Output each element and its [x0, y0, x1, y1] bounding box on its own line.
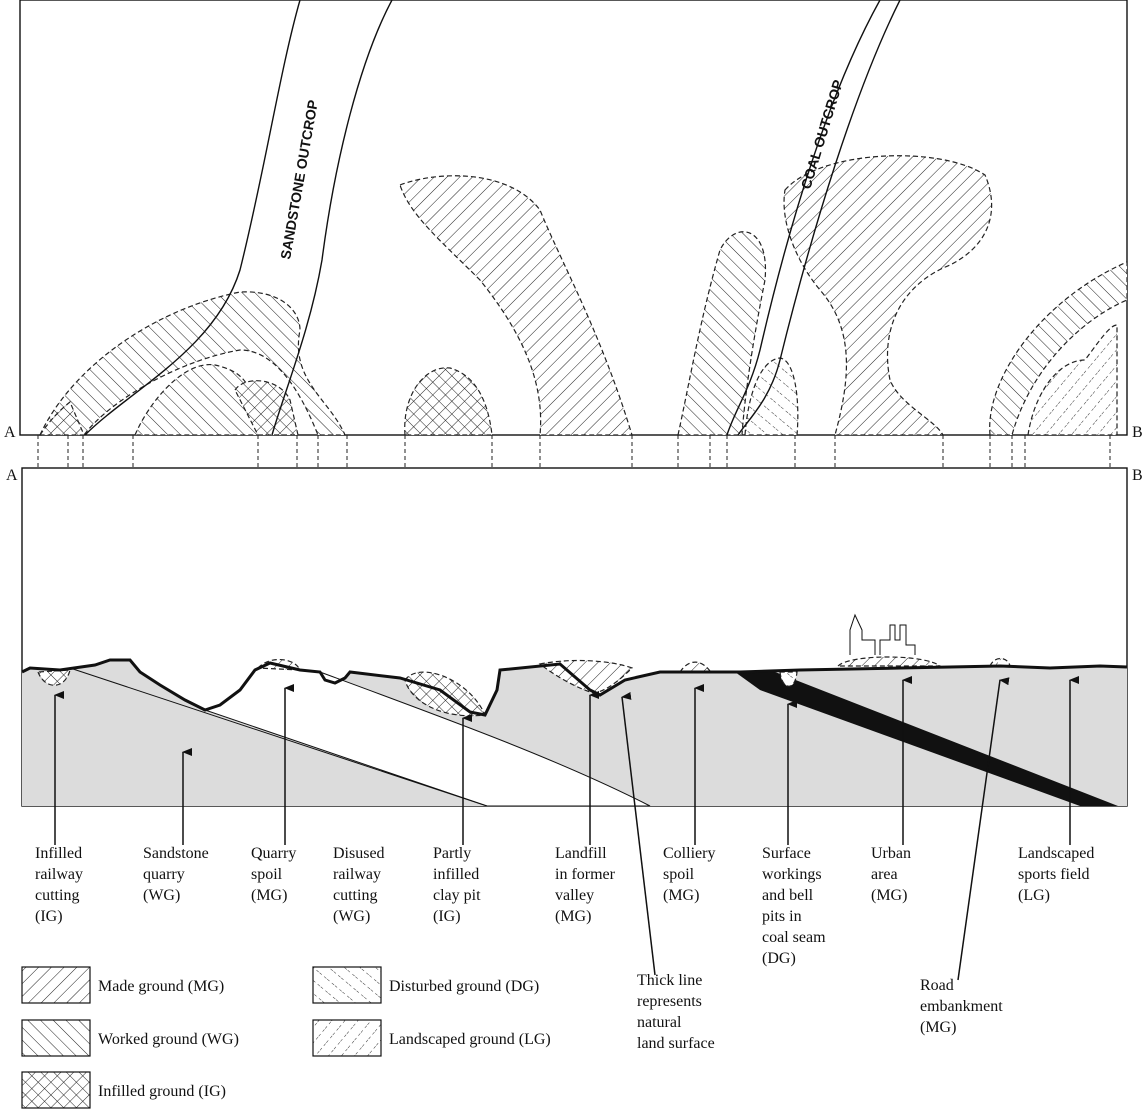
- annotation-text: clay pit: [433, 887, 481, 904]
- annotation-text: land surface: [637, 1035, 715, 1052]
- annotation-text: in former: [555, 866, 616, 883]
- annotation-text: Surface: [762, 845, 811, 862]
- annotation-text: Infilled: [35, 845, 82, 862]
- legend-swatch: [22, 1020, 90, 1056]
- annotation-text: cutting: [35, 887, 79, 904]
- legend-label: Worked ground (WG): [98, 1031, 239, 1048]
- annotation-text: (IG): [433, 908, 461, 925]
- legend-label: Infilled ground (IG): [98, 1083, 226, 1100]
- plan-map: SANDSTONE OUTCROP COAL OUTCROP A B: [4, 0, 1143, 441]
- annotation-text: spoil: [663, 866, 695, 883]
- cross-section: A B: [6, 467, 1143, 806]
- annotation-text: represents: [637, 993, 702, 1010]
- annotation-text: Road: [920, 977, 954, 994]
- annotation-text: Landscaped: [1018, 845, 1094, 862]
- legend-swatch: [22, 1072, 90, 1108]
- annotation-text: coal seam: [762, 929, 826, 946]
- legend: Made ground (MG) Worked ground (WG) Infill…: [22, 967, 551, 1108]
- annotation-text: (MG): [663, 887, 699, 904]
- annotation-text: Thick line: [637, 972, 702, 989]
- legend-swatch: [313, 1020, 381, 1056]
- annotation-text: Colliery: [663, 845, 715, 862]
- annotation-text: sports field: [1018, 866, 1090, 883]
- section-end-label: A: [6, 467, 18, 484]
- annotation-text: Urban: [871, 845, 911, 862]
- annotation-text: (MG): [871, 887, 907, 904]
- diagram: SANDSTONE OUTCROP COAL OUTCROP A B A B I…: [0, 0, 1147, 1110]
- annotation-text: infilled: [433, 866, 479, 883]
- annotation-text: Disused: [333, 845, 385, 862]
- annotation-text: railway: [333, 866, 381, 883]
- section-end-label: B: [1132, 424, 1143, 441]
- annotation-text: (IG): [35, 908, 63, 925]
- annotation-text: (DG): [762, 950, 796, 967]
- annotation-text: (MG): [555, 908, 591, 925]
- annotation-text: natural: [637, 1014, 682, 1031]
- annotation-text: (WG): [333, 908, 370, 925]
- annotation-text: workings: [762, 866, 822, 883]
- annotation-text: cutting: [333, 887, 377, 904]
- annotation-text: embankment: [920, 998, 1003, 1015]
- annotation-text: Landfill: [555, 845, 607, 862]
- annotation-text: (MG): [251, 887, 287, 904]
- annotation-text: spoil: [251, 866, 283, 883]
- annotation-text: (MG): [920, 1019, 956, 1036]
- annotation-text: quarry: [143, 866, 185, 883]
- legend-label: Made ground (MG): [98, 978, 224, 995]
- annotation-text: area: [871, 866, 898, 883]
- legend-label: Disturbed ground (DG): [389, 978, 539, 995]
- section-end-label: B: [1132, 467, 1143, 484]
- annotation-text: Sandstone: [143, 845, 209, 862]
- annotation-text: (LG): [1018, 887, 1050, 904]
- annotation-text: Partly: [433, 845, 471, 862]
- annotation-text: valley: [555, 887, 594, 904]
- annotation-text: railway: [35, 866, 83, 883]
- legend-swatch: [22, 967, 90, 1003]
- legend-swatch: [313, 967, 381, 1003]
- annotation-text: (WG): [143, 887, 180, 904]
- section-end-label: A: [4, 424, 16, 441]
- annotation-text: and bell: [762, 887, 814, 904]
- annotation-text: pits in: [762, 908, 802, 925]
- legend-label: Landscaped ground (LG): [389, 1031, 551, 1048]
- annotation-text: Quarry: [251, 845, 296, 862]
